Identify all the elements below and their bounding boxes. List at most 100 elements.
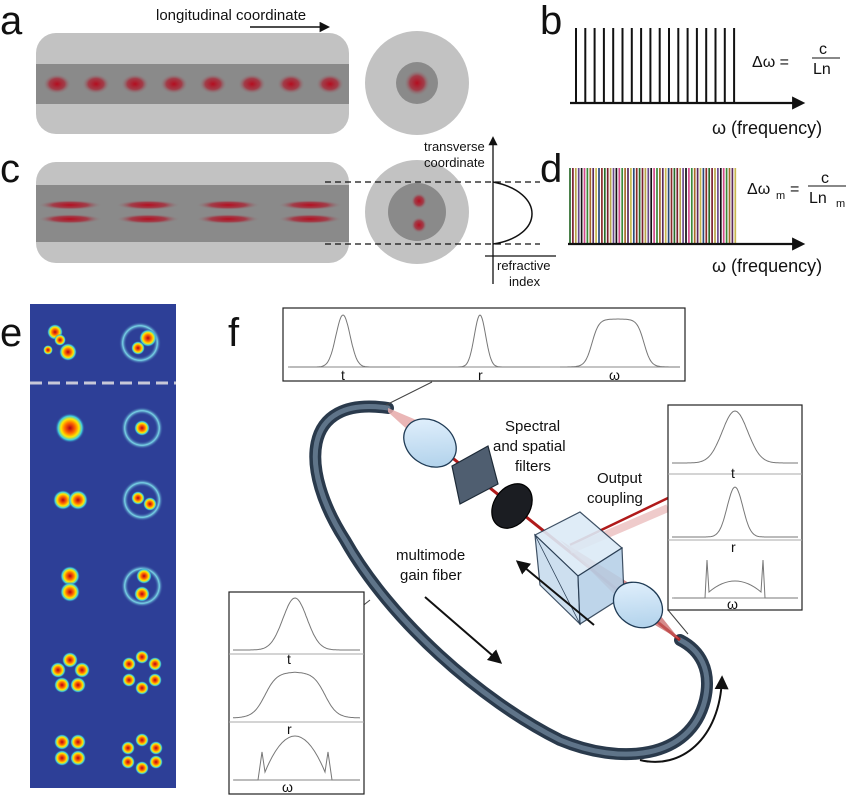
inset-left: t r ω — [228, 591, 365, 795]
multimode-gain-fiber-highlight — [312, 404, 710, 757]
mode-lobe — [143, 497, 157, 511]
spectral-filter — [491, 483, 533, 529]
inset-right-w: ω — [727, 596, 738, 612]
mode-lobe — [70, 677, 86, 693]
inset-top-pulse-t — [290, 314, 400, 368]
mode-lobe — [60, 582, 80, 602]
fiber-direction-arrow — [424, 596, 503, 664]
eq-b-den: Ln — [813, 61, 831, 78]
eq-d-eq: = — [790, 181, 799, 198]
inset-right-pulse-r — [672, 486, 798, 538]
fiber-c-crosssection-core — [388, 183, 446, 241]
mode-lobe — [149, 741, 163, 755]
eq-d-left-sub: m — [776, 190, 785, 202]
mode-lobe — [121, 755, 135, 769]
mode-lobe — [134, 586, 150, 602]
mode-lobe — [148, 657, 162, 671]
axis-b-label: ω (frequency) — [712, 118, 822, 138]
eq-d-den: Ln — [809, 190, 827, 207]
inset-top-spectrum — [560, 318, 680, 368]
mode-lobe — [134, 420, 150, 436]
inset-right-pulse-t — [672, 410, 798, 464]
eq-d-num: c — [821, 170, 829, 187]
inset-top-w: ω — [609, 367, 620, 383]
mode-lobe — [121, 741, 135, 755]
mode-lobe — [122, 673, 136, 687]
gain-label-2: gain fiber — [400, 567, 462, 584]
leader-right — [667, 609, 689, 635]
mode-lobe — [148, 673, 162, 687]
eq-b-left: Δω = — [752, 54, 789, 71]
panel-label-a: a — [0, 0, 23, 43]
mode-lobe — [54, 334, 66, 346]
mode-lobe — [131, 491, 145, 505]
panel-label-b: b — [540, 0, 562, 43]
inset-top-pulse-r — [420, 314, 540, 368]
mode-lobe — [70, 750, 86, 766]
inset-left-w: ω — [282, 779, 293, 795]
inset-right: t r ω — [667, 404, 803, 612]
eq-d-left: Δω — [747, 181, 770, 198]
eq-d-den-sub: m — [836, 198, 845, 210]
inset-right-t: t — [731, 465, 735, 481]
comb-b — [575, 28, 736, 103]
inset-left-spectrum — [234, 735, 360, 781]
mode-lobe — [135, 681, 149, 695]
lens-output — [612, 581, 664, 629]
mode-lobe — [70, 734, 86, 750]
panel-label-f: f — [228, 311, 240, 355]
mode-lobe — [139, 329, 157, 347]
mode-lobe — [60, 566, 80, 586]
inset-right-r: r — [731, 539, 736, 555]
mode-lobe — [136, 568, 152, 584]
comb-d — [569, 168, 737, 244]
output-coupler-cube — [533, 511, 625, 626]
inset-top-r: r — [478, 367, 483, 383]
mode-lobe — [135, 650, 149, 664]
fiber-c-core — [36, 185, 349, 242]
mode-images — [43, 319, 166, 775]
fiber-a-crosssection-mode — [404, 70, 430, 96]
lens-input — [403, 418, 457, 468]
panel-label-d: d — [540, 147, 562, 191]
leader-top — [385, 381, 433, 406]
panel-label-c: c — [0, 147, 20, 191]
mode-lobe — [53, 490, 73, 510]
inset-right-spectrum — [674, 559, 798, 599]
mode-lobe — [149, 755, 163, 769]
transverse-label-1: transverse — [424, 139, 485, 154]
axis-d-label: ω (frequency) — [712, 256, 822, 276]
mode-lobe — [50, 662, 66, 678]
refractive-label-2: index — [509, 274, 541, 289]
fiber-c-modes — [38, 200, 342, 224]
refractive-label-1: refractive — [497, 258, 550, 273]
mode-lobe — [68, 490, 88, 510]
mode-lobe — [135, 733, 149, 747]
mode-lobe — [54, 750, 70, 766]
inset-top-t: t — [341, 367, 345, 383]
mode-lobe — [135, 761, 149, 775]
spatial-filter — [451, 445, 499, 505]
mode-lobe — [122, 657, 136, 671]
circulation-arrow — [639, 675, 729, 763]
gain-label-1: multimode — [396, 547, 465, 564]
panel-label-e: e — [0, 311, 22, 355]
mode-lobe — [55, 413, 85, 443]
inset-left-pulse-r — [232, 671, 361, 719]
mode-lobe — [62, 652, 78, 668]
mode-panel-background — [30, 304, 176, 788]
inset-left-t: t — [287, 651, 291, 667]
mode-lobe — [131, 341, 145, 355]
output-label-1: Output — [597, 470, 643, 487]
mode-lobe — [59, 343, 77, 361]
inset-left-r: r — [287, 721, 292, 737]
eq-b-num: c — [819, 41, 827, 58]
inset-left-pulse-t — [233, 597, 360, 651]
mode-lobe — [43, 345, 53, 355]
fiber-c-crosssection-mode-bottom — [411, 217, 427, 233]
inset-top: t r ω — [282, 307, 686, 383]
filters-label-3: filters — [515, 458, 551, 475]
filters-label-2: and spatial — [493, 438, 566, 455]
transverse-label-2: coordinate — [424, 155, 485, 170]
